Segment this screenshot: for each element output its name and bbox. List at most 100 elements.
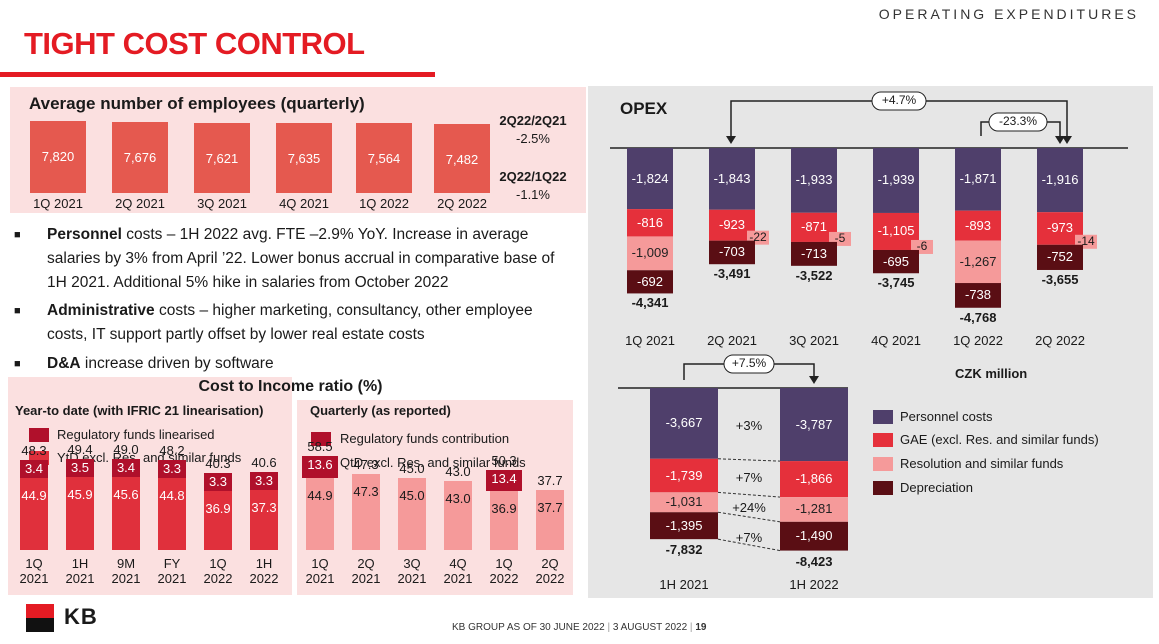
cir-ytd-bar-reg [204, 472, 232, 491]
opex-q-value: -738 [964, 287, 992, 303]
opex-h-change-total-bubble [723, 354, 775, 374]
opex-h-connector [717, 511, 781, 523]
opex-yoy-arrowhead-right [1062, 136, 1072, 144]
opex-bar-personnel [1037, 148, 1083, 213]
opex-q-value-small: -6 [916, 238, 928, 253]
bullet-text: costs – higher marketing, consultancy, o… [47, 302, 533, 343]
opex-q-value: -695 [882, 253, 910, 269]
cir-ytd-bar-base [20, 478, 48, 550]
employee-axis-label: 2Q 2021 [115, 196, 165, 211]
cir-ytd-bar-base [250, 490, 278, 550]
footer-company-date: KB GROUP AS OF 30 JUNE 2022 [452, 622, 605, 633]
cir-quarterly-panel [297, 400, 573, 595]
employee-bar-label: 7,564 [367, 151, 401, 167]
legend-swatch-reg-contribution [311, 432, 331, 446]
cir-q-axis-label: 1Q 2022 [489, 556, 519, 586]
cir-q-bar-base [490, 490, 518, 550]
cir-ytd-base-label: 37.3 [251, 500, 277, 516]
opex-bar-resolution-half [650, 492, 718, 513]
opex-q-value: -816 [636, 214, 664, 230]
opex-chart [610, 91, 1128, 552]
cir-ytd-reg-label: 3.4 [24, 461, 44, 477]
legend-swatch-reg-linearised [29, 428, 49, 442]
cir-ytd-reg-label: 3.3 [162, 461, 182, 477]
cir-q-total-label: 50.3 [491, 452, 517, 468]
opex-q-value-small: -22 [749, 229, 767, 244]
cir-q-bar-base [398, 478, 426, 550]
opex-q-axis-label: 2Q 2022 [1035, 333, 1085, 348]
opex-q-value: -1,843 [713, 170, 751, 186]
cir-ytd-bar-base [158, 478, 186, 550]
cir-ytd-axis-label: 1H 2021 [65, 556, 95, 586]
cir-q-bar-base [352, 474, 380, 550]
opex-bar-gae [627, 209, 673, 237]
cir-q-axis-label: 3Q 2021 [397, 556, 427, 586]
opex-title: OPEX [620, 99, 668, 118]
opex-q-value: -1,824 [631, 170, 669, 186]
opex-h-change-total: +7.5% [731, 356, 767, 370]
cir-ytd-bar-reg [112, 459, 140, 478]
cir-quarterly-title: Quarterly (as reported) [310, 403, 451, 418]
bullet-text: costs – 1H 2022 avg. FTE –2.9% YoY. Incr… [47, 226, 555, 291]
opex-h-total: -7,832 [665, 542, 703, 558]
opex-h-change-label: +3% [735, 418, 763, 433]
opex-q-value: -1,267 [959, 253, 997, 269]
opex-bar-personnel [791, 148, 837, 213]
opex-q-value-small: -5 [834, 230, 846, 245]
opex-h-value: -1,031 [665, 494, 703, 510]
opex-bar-depreciation-half [650, 512, 718, 540]
opex-bar-personnel-half [780, 388, 848, 462]
opex-bar-resolution [627, 236, 673, 271]
kb-logo-text: KB [64, 604, 98, 629]
opex-h-axis-label: 1H 2022 [789, 577, 839, 592]
cir-ytd-axis-label: 1Q 2021 [19, 556, 49, 586]
opex-q-axis-label: 4Q 2021 [871, 333, 921, 348]
employee-bar-label: 7,621 [205, 150, 239, 166]
cir-q-total-label: 47.3 [353, 457, 379, 473]
legend-resolution: Resolution and similar funds [900, 456, 1064, 471]
cir-ytd-axis-label: FY 2021 [157, 556, 187, 586]
opex-q-total: -3,745 [877, 275, 915, 291]
kb-logo-icon [26, 604, 54, 632]
title-underline [0, 72, 435, 77]
opex-qoq-arrowhead [1055, 136, 1065, 144]
opex-bar-depreciation [873, 249, 919, 274]
cir-ytd-total-label: 40.3 [205, 455, 231, 471]
bullet-da: ■ D&A increase driven by software [14, 352, 574, 376]
cir-ytd-axis-label: 9M 2021 [111, 556, 141, 586]
cir-q-bar-reg [302, 456, 338, 479]
employees-title: Average number of employees (quarterly) [29, 94, 365, 113]
employee-bar: 7,482 [434, 124, 490, 193]
bullet-bold: D&A [47, 355, 81, 372]
cir-q-axis-label: 4Q 2021 [443, 556, 473, 586]
cir-ytd-reg-label: 3.4 [116, 460, 136, 476]
cir-ytd-total-label: 40.6 [251, 455, 277, 471]
cir-ytd-total-label: 48.2 [159, 443, 185, 459]
cir-ytd-base-label: 45.9 [67, 486, 93, 502]
cir-ytd-base-label: 45.6 [113, 487, 139, 503]
cir-ytd-bar-base [66, 476, 94, 550]
employee-axis-label: 1Q 2022 [359, 196, 409, 211]
opex-h-value: -3,667 [665, 415, 703, 431]
opex-qoq-label: -23.3% [998, 114, 1038, 128]
cir-q-reg-label: 13.4 [491, 470, 517, 486]
opex-q-total: -3,655 [1041, 271, 1079, 287]
opex-yoy-arrowhead-left [726, 136, 736, 144]
legend-swatch-gae [873, 433, 893, 447]
growth-label-yoy: 2Q22/2Q21 [499, 113, 567, 128]
opex-h-axis-label: 1H 2021 [659, 577, 709, 592]
footer-presentation-date: 3 AUGUST 2022 [612, 622, 688, 633]
opex-q-value: -871 [800, 219, 828, 235]
cir-ytd-bar-reg [250, 472, 278, 491]
cir-q-axis-label: 2Q 2022 [535, 556, 565, 586]
opex-yoy-label-bubble [871, 91, 927, 111]
opex-bar-gae-half [650, 458, 718, 493]
opex-h-change-label: +7% [735, 470, 763, 485]
legend-gae: GAE (excl. Res. and similar funds) [900, 432, 1099, 447]
cir-q-base-label: 36.9 [491, 500, 517, 516]
opex-q-value: -973 [1046, 220, 1074, 236]
cir-ytd-bar-base [204, 490, 232, 550]
footer: KB GROUP AS OF 30 JUNE 2022 | 3 AUGUST 2… [452, 622, 707, 633]
opex-q-value: -713 [800, 245, 828, 261]
cir-q-bar-base [306, 478, 334, 550]
